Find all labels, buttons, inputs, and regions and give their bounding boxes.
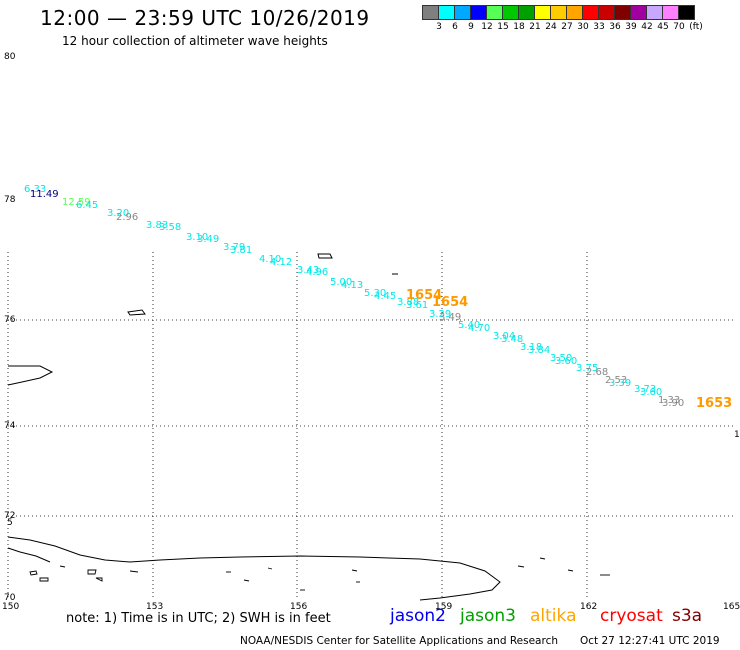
- wave-height-label: 4.70: [468, 323, 490, 334]
- wave-height-label: 5.40: [458, 320, 480, 331]
- legend-label: 33: [593, 22, 605, 32]
- legend-label: 15: [497, 22, 509, 32]
- wave-height-label: 1.33: [658, 395, 680, 406]
- wave-height-label: 3.04: [493, 331, 515, 342]
- wave-height-label: 6.33: [24, 184, 46, 195]
- wave-height-label: 5.30: [364, 288, 386, 299]
- wave-height-label: 2.96: [116, 212, 138, 223]
- coastal-islands: [29, 557, 610, 591]
- wave-height-label: 3.50: [550, 353, 572, 364]
- satellite-cryosat: cryosat: [600, 606, 663, 626]
- satellite-altika: altika: [530, 606, 577, 626]
- wave-height-label: 3.81: [230, 245, 252, 256]
- right-edge-label: 1: [734, 430, 740, 440]
- legend-label: 18: [513, 22, 525, 32]
- wave-height-label: 4.12: [270, 257, 292, 268]
- wave-height-label: 5.00: [330, 277, 352, 288]
- wave-height-label: 3.49: [439, 312, 461, 323]
- axis-labels: 80 78 76 74 72 70 5 150 153 156 159 162 …: [2, 52, 740, 612]
- wave-height-label: 3.84: [528, 345, 550, 356]
- altika-time-label: 1653: [696, 396, 732, 411]
- wave-height-label: 4.96: [306, 267, 328, 278]
- legend-label: 42: [641, 22, 653, 32]
- legend-label: 24: [545, 22, 557, 32]
- wave-height-label: 3.73: [634, 384, 656, 395]
- legend-label: 30: [577, 22, 589, 32]
- legend-label: 9: [468, 22, 474, 32]
- altika-time-label: 1654: [432, 295, 468, 310]
- wave-height-label: 4.45: [374, 291, 396, 302]
- lat-label: 76: [4, 315, 16, 325]
- credit-text: NOAA/NESDIS Center for Satellite Applica…: [240, 635, 558, 647]
- legend-swatch: [678, 5, 695, 20]
- legend-labels: 3 6 9 12 15 18 21 24 27 30 33 36 39 42 45 70 (ft): [422, 22, 703, 36]
- satellite-jason2: jason2: [390, 606, 446, 626]
- wave-height-label: 4.10: [259, 254, 281, 265]
- wave-height-label: 3.60: [555, 356, 577, 367]
- wave-height-label: 6.45: [76, 200, 98, 211]
- wave-height-label: 3.90: [662, 398, 684, 409]
- legend-label: 3: [436, 22, 442, 32]
- lon-label: 165: [723, 602, 740, 612]
- map-title: 12:00 — 23:59 UTC 10/26/2019: [40, 6, 370, 30]
- wave-height-label: 3.20: [107, 208, 129, 219]
- wave-height-label: 3.29: [429, 309, 451, 320]
- legend-swatches: [422, 5, 695, 20]
- lon-label: 159: [435, 602, 452, 612]
- footer-note: note: 1) Time is in UTC; 2) SWH is in fe…: [66, 611, 331, 626]
- legend-label: 21: [529, 22, 541, 32]
- wave-height-label: 2.53: [605, 375, 627, 386]
- legend-label: 12: [481, 22, 493, 32]
- lon-label: 153: [146, 602, 163, 612]
- coastline: [7, 253, 501, 601]
- left-edge-label: 5: [7, 518, 13, 528]
- legend-label: 70: [673, 22, 685, 32]
- wave-height-label: 3.79: [223, 242, 245, 253]
- wave-height-label: 12.59: [62, 197, 91, 208]
- wave-height-label: 3.75: [576, 363, 598, 374]
- map-grid: [7, 252, 735, 600]
- altika-time-label: 1654: [406, 288, 442, 303]
- wave-height-label: 3.60: [640, 387, 662, 398]
- satellite-jason3: jason3: [460, 606, 516, 626]
- map-subtitle: 12 hour collection of altimeter wave hei…: [62, 34, 328, 48]
- lat-label: 72: [4, 511, 15, 521]
- wave-height-label: 3.58: [159, 222, 181, 233]
- lat-label: 74: [4, 421, 16, 431]
- altika-labels: 1654 1654 1653: [406, 288, 732, 411]
- wave-height-label: 3.49: [197, 234, 219, 245]
- wave-height-label: 3.61: [406, 300, 428, 311]
- lat-label: 70: [4, 593, 16, 603]
- credit-line: NOAA/NESDIS Center for Satellite Applica…: [240, 635, 720, 647]
- wave-height-label: 3.18: [520, 342, 542, 353]
- lat-label: 78: [4, 195, 16, 205]
- color-legend: 3 6 9 12 15 18 21 24 27 30 33 36 39 42 45 70 (ft): [422, 5, 703, 36]
- wave-height-label: 3.83: [146, 220, 168, 231]
- lat-label: 80: [4, 52, 16, 62]
- legend-label: 39: [625, 22, 637, 32]
- wave-height-label: 3.10: [186, 232, 208, 243]
- satellite-s3a: s3a: [672, 606, 703, 626]
- legend-label: 45: [657, 22, 669, 32]
- generation-timestamp: Oct 27 12:27:41 UTC 2019: [580, 635, 720, 647]
- wave-height-label: 3.88: [397, 297, 419, 308]
- lon-label: 150: [2, 602, 19, 612]
- wave-height-label: 3.43: [297, 265, 319, 276]
- wave-height-label: 2.68: [586, 367, 608, 378]
- wave-height-label: 3.48: [501, 334, 523, 345]
- wave-height-label: 3.39: [609, 378, 631, 389]
- wave-height-label: 4.13: [341, 280, 363, 291]
- legend-label: 6: [452, 22, 458, 32]
- legend-unit: (ft): [689, 22, 703, 32]
- legend-label: 36: [609, 22, 621, 32]
- measurement-labels: 6.33 11.49 12.59 6.45 3.20 2.96 3.83 3.5…: [24, 184, 684, 409]
- wave-height-label: 11.49: [30, 189, 59, 200]
- lon-label: 162: [580, 602, 597, 612]
- lon-label: 156: [290, 602, 307, 612]
- legend-label: 27: [561, 22, 573, 32]
